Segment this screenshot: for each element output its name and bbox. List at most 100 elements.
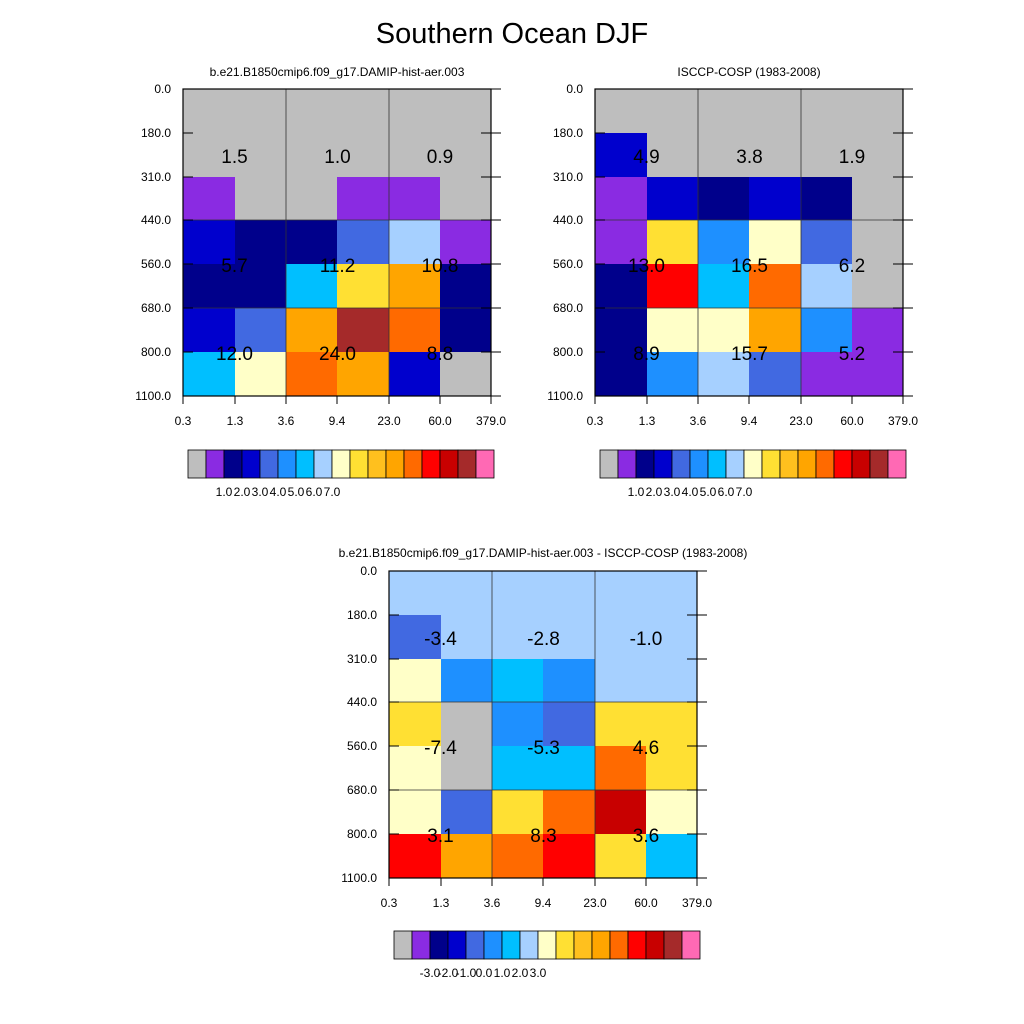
colorbar-box: [421, 449, 441, 479]
y-tick-label: 800.0: [141, 345, 171, 359]
colorbar-label: 4.0: [682, 485, 699, 499]
colorbar-label: 3.0: [664, 485, 681, 499]
histogram-cell: [543, 702, 595, 746]
histogram-cell: [183, 220, 235, 264]
colorbar-box: [223, 449, 243, 479]
colorbar-box: [761, 449, 781, 479]
histogram-cell: [389, 659, 441, 702]
histogram-cell: [698, 308, 749, 352]
histogram-cell: [235, 89, 286, 133]
block-sum-label: 8.3: [530, 826, 556, 847]
colorbar-box: [681, 930, 701, 960]
histogram-cell: [441, 615, 492, 659]
colorbar-box: [617, 449, 637, 479]
histogram-cell: [801, 220, 852, 264]
block-sum-label: 16.5: [731, 256, 768, 277]
histogram-cell: [286, 352, 337, 396]
histogram-cell: [852, 177, 903, 220]
colorbar-box: [385, 449, 405, 479]
x-tick-label: 60.0: [634, 896, 658, 910]
y-tick-label: 1100.0: [135, 389, 171, 403]
histogram-cell: [595, 308, 647, 352]
colorbar-box: [367, 449, 387, 479]
histogram-cell: [801, 352, 852, 396]
y-tick-label: 310.0: [347, 652, 377, 666]
histogram-cell: [286, 264, 337, 308]
histogram-cell: [595, 834, 646, 878]
colorbar-label: -2.0: [438, 966, 459, 980]
histogram-cell: [647, 352, 698, 396]
y-tick-label: 560.0: [553, 257, 583, 271]
colorbar-box: [393, 930, 413, 960]
histogram-cell: [595, 659, 646, 702]
figure-title: Southern Ocean DJF: [375, 18, 649, 50]
histogram-cell: [492, 615, 543, 659]
colorbar-box: [537, 930, 557, 960]
block-sum-label: 1.5: [221, 147, 247, 168]
colorbar-box: [797, 449, 817, 479]
histogram-cell: [647, 133, 698, 177]
block-sum-label: 3.8: [736, 147, 762, 168]
colorbar-box: [295, 449, 315, 479]
histogram-cell: [801, 264, 852, 308]
histogram-cell: [389, 308, 440, 352]
y-tick-label: 680.0: [141, 301, 171, 315]
y-tick-label: 180.0: [141, 126, 171, 140]
histogram-cell: [595, 133, 647, 177]
histogram-cell: [337, 133, 389, 177]
block-sum-label: 24.0: [319, 344, 356, 365]
histogram-cell: [492, 659, 543, 702]
block-sum-label: 4.6: [633, 738, 659, 759]
colorbar-label: 3.0: [252, 485, 269, 499]
colorbar-box: [689, 449, 709, 479]
histogram-cell: [389, 133, 440, 177]
block-sum-label: 3.1: [427, 826, 453, 847]
histogram-cell: [749, 308, 801, 352]
colorbar-label: 3.0: [530, 966, 547, 980]
colorbar-box: [331, 449, 351, 479]
colorbar-box: [187, 449, 207, 479]
panel-difference-histogram: b.e21.B1850cmip6.f09_g17.DAMIP-hist-aer.…: [339, 546, 748, 980]
histogram-cell: [595, 89, 647, 133]
block-sum-label: -5.3: [527, 738, 560, 759]
histogram-cell: [749, 133, 801, 177]
x-tick-label: 1.3: [227, 414, 244, 428]
x-tick-label: 3.6: [278, 414, 295, 428]
y-tick-label: 440.0: [553, 213, 583, 227]
colorbar-box: [609, 930, 629, 960]
colorbar-box: [887, 449, 907, 479]
y-tick-label: 310.0: [141, 170, 171, 184]
histogram-cell: [647, 177, 698, 220]
histogram-cell: [595, 177, 647, 220]
colorbar-label: 1.0: [628, 485, 645, 499]
histogram-cell: [441, 834, 492, 878]
colorbar-box: [349, 449, 369, 479]
histogram-cell: [286, 308, 337, 352]
histogram-cell: [235, 352, 286, 396]
histogram-cell: [235, 133, 286, 177]
histogram-cell: [543, 834, 595, 878]
histogram-cell: [852, 308, 903, 352]
colorbar-box: [851, 449, 871, 479]
x-tick-label: 60.0: [428, 414, 452, 428]
x-tick-label: 23.0: [377, 414, 401, 428]
histogram-cell: [441, 790, 492, 834]
histogram-cell: [440, 89, 491, 133]
block-sum-label: -1.0: [630, 629, 663, 650]
colorbar-box: [475, 449, 495, 479]
colorbar-label: 1.0: [216, 485, 233, 499]
histogram-cell: [235, 308, 286, 352]
colorbar-box: [259, 449, 279, 479]
histogram-cell: [389, 264, 440, 308]
histogram-cell: [647, 308, 698, 352]
histogram-cell: [492, 790, 543, 834]
histogram-cell: [698, 220, 749, 264]
block-sum-label: 1.0: [324, 147, 350, 168]
histogram-cell: [647, 220, 698, 264]
histogram-cell: [337, 177, 389, 220]
histogram-cell: [235, 220, 286, 264]
histogram-cell: [698, 177, 749, 220]
y-tick-label: 440.0: [347, 695, 377, 709]
colorbar-box: [277, 449, 297, 479]
histogram-cell: [646, 571, 697, 615]
